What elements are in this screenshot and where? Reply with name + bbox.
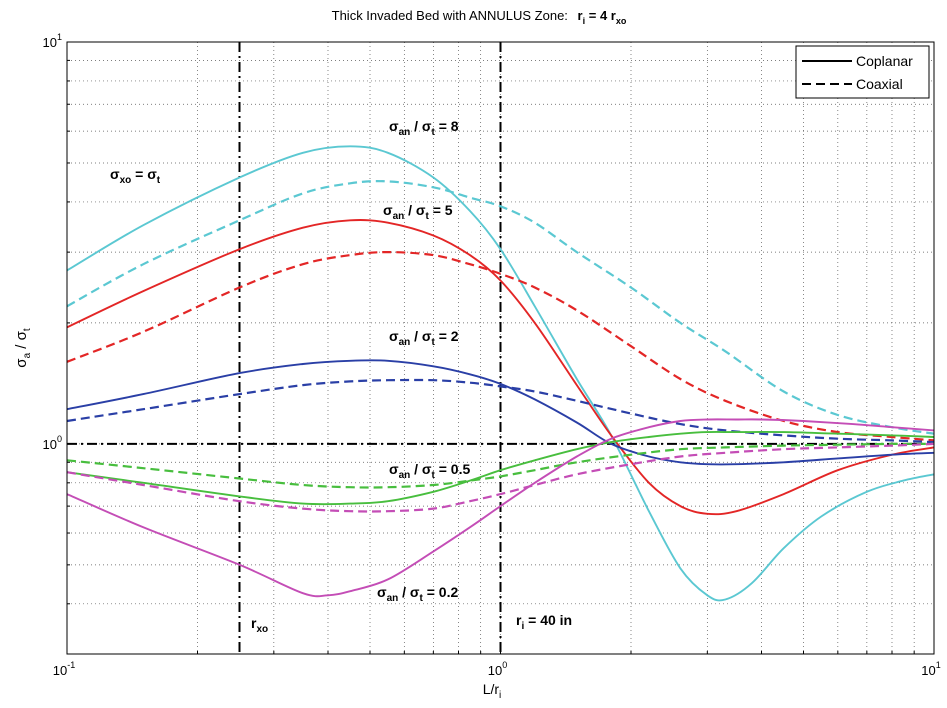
x-tick-label: 101 xyxy=(921,660,940,678)
annotation-r-i: ri = 40 in xyxy=(516,612,572,632)
reference-lines xyxy=(67,42,934,654)
series-line-ratio-2-coplanar xyxy=(66,359,935,466)
y-tick-label: 100 xyxy=(43,434,62,452)
series-line-ratio-5-coplanar xyxy=(66,219,935,516)
annotation-ratio-0-5: σan / σt = 0.5 xyxy=(389,461,470,481)
legend-label-coaxial: Coaxial xyxy=(856,76,903,92)
series-line-ratio-8-coaxial xyxy=(66,180,935,435)
annotation-ratio-0-2: σan / σt = 0.2 xyxy=(377,584,458,604)
ticks: 10-1 100 101 100 101 xyxy=(43,32,941,678)
series-line-ratio-0-5-coaxial xyxy=(66,442,935,489)
series-line-ratio-0-2-coaxial xyxy=(66,442,935,513)
annotation-ratio-8: σan / σt = 8 xyxy=(389,118,459,138)
series-group xyxy=(66,145,935,602)
annotation-ratio-2: σan / σt = 2 xyxy=(389,328,459,348)
y-axis-label: σa / σt xyxy=(13,328,33,368)
series-line-ratio-2-coaxial xyxy=(66,378,935,444)
x-axis-label: L/ri xyxy=(483,681,502,701)
chart-title: Thick Invaded Bed with ANNULUS Zone: ri … xyxy=(332,8,627,26)
series-line-ratio-0-2-coplanar xyxy=(66,418,935,598)
series-line-ratio-0-5-coplanar xyxy=(66,431,935,506)
annotation-sigma-xo: σxo = σt xyxy=(110,166,161,186)
legend-box xyxy=(795,45,930,99)
x-tick-label: 10-1 xyxy=(53,660,75,678)
x-tick-label: 100 xyxy=(488,660,507,678)
y-tick-label: 101 xyxy=(43,32,62,50)
annotation-r-xo: rxo xyxy=(251,615,268,635)
series-line-ratio-8-coplanar xyxy=(66,145,935,602)
annotation-ratio-5: σan / σt = 5 xyxy=(383,202,453,222)
legend-label-coplanar: Coplanar xyxy=(856,53,913,69)
legend: Coplanar Coaxial xyxy=(795,45,930,99)
